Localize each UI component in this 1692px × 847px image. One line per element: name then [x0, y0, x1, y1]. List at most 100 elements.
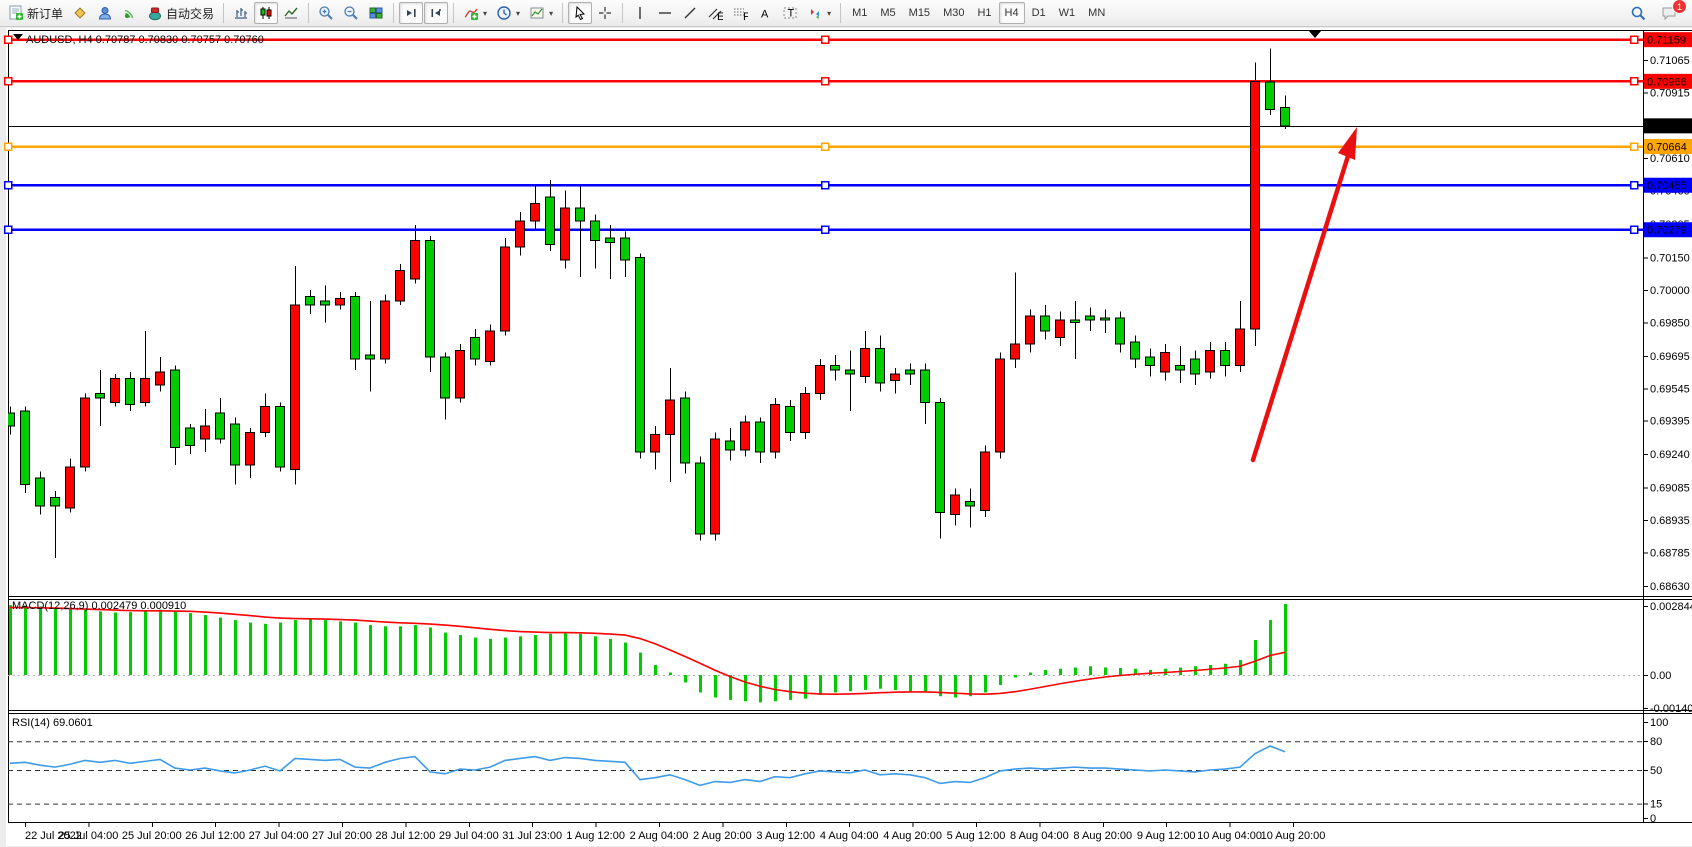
- vertical-line-button[interactable]: [628, 2, 652, 24]
- candle-body: [1100, 317, 1110, 321]
- timeframe-h4[interactable]: H4: [998, 2, 1025, 24]
- candle-body: [185, 427, 195, 447]
- line-handle[interactable]: [3, 142, 13, 151]
- time-tick-label: 29 Jul 04:00: [439, 830, 499, 842]
- line-handle[interactable]: [1629, 77, 1639, 86]
- text-button[interactable]: A: [753, 2, 777, 24]
- timeframe-m5[interactable]: M5: [874, 2, 901, 24]
- signal-button[interactable]: [118, 2, 142, 24]
- price-badge-label: 0.70760: [1647, 121, 1687, 133]
- chart-bars-button[interactable]: [229, 2, 253, 24]
- chart-line-button[interactable]: [279, 2, 303, 24]
- vertical-line-icon: [639, 7, 641, 19]
- timeframe-h1[interactable]: H1: [971, 2, 997, 24]
- time-tick-label: 27 Jul 20:00: [312, 830, 372, 842]
- line-handle[interactable]: [3, 225, 13, 234]
- line-handle[interactable]: [1629, 180, 1639, 190]
- line-handle[interactable]: [820, 142, 830, 151]
- notifications-button[interactable]: 1: [1657, 0, 1687, 24]
- line-handle[interactable]: [3, 77, 13, 86]
- chart-candles-button[interactable]: [254, 2, 279, 24]
- price-tick-label: 0.69085: [1650, 483, 1690, 495]
- search-button[interactable]: [1626, 2, 1651, 24]
- macd-signal-line: [10, 606, 1286, 696]
- line-handle[interactable]: [1629, 35, 1639, 44]
- candle-body: [890, 373, 900, 382]
- chart-line-icon: [284, 7, 298, 19]
- channel-button[interactable]: E: [703, 2, 727, 24]
- candle-body: [1250, 80, 1260, 330]
- line-handle[interactable]: [1629, 142, 1639, 151]
- time-tick-label: 25 Jul 20:00: [122, 830, 182, 842]
- candle-body: [80, 397, 90, 468]
- separator: [622, 3, 624, 23]
- profile-button[interactable]: [93, 2, 117, 24]
- time-tick-label: 4 Aug 04:00: [820, 830, 879, 842]
- trendline-button[interactable]: [678, 2, 702, 24]
- chart-canvas[interactable]: AUDUSD, H4 0.70787 0.70830 0.70757 0.707…: [0, 27, 1692, 847]
- line-handle[interactable]: [3, 35, 13, 44]
- timeframe-m30[interactable]: M30: [937, 2, 970, 24]
- line-handle[interactable]: [820, 35, 830, 44]
- indicators-button[interactable]: ▾: [459, 2, 491, 24]
- templates-icon: [530, 7, 544, 19]
- candle-body: [485, 330, 495, 362]
- candle-body: [830, 365, 840, 371]
- line-handle[interactable]: [820, 225, 830, 234]
- timeframe-m15[interactable]: M15: [903, 2, 936, 24]
- horizontal-line-button[interactable]: [653, 2, 677, 24]
- timeframe-w1[interactable]: W1: [1053, 2, 1082, 24]
- tile-windows-button[interactable]: [364, 2, 388, 24]
- macd-tick-label: 0.002844: [1650, 601, 1692, 613]
- periods-button[interactable]: ▾: [492, 2, 524, 24]
- gold-button[interactable]: [68, 2, 92, 24]
- line-handle[interactable]: [1629, 225, 1639, 234]
- templates-button[interactable]: ▾: [525, 2, 557, 24]
- arrows-button[interactable]: ▾: [803, 2, 835, 24]
- timeframe-mn[interactable]: MN: [1082, 2, 1111, 24]
- svg-text:F: F: [743, 11, 748, 21]
- crosshair-button[interactable]: [593, 2, 617, 24]
- channel-icon: E: [708, 8, 723, 21]
- line-handle[interactable]: [820, 77, 830, 86]
- separator: [393, 3, 395, 23]
- line-handle[interactable]: [820, 180, 830, 190]
- zoom-out-button[interactable]: [339, 2, 363, 24]
- separator: [453, 3, 455, 23]
- candle-body: [470, 337, 480, 360]
- chart-menu-arrow-icon[interactable]: [13, 34, 23, 40]
- auto-trading-button[interactable]: 自动交易: [143, 2, 218, 24]
- separator: [562, 3, 564, 23]
- time-tick-label: 5 Aug 12:00: [947, 830, 1006, 842]
- line-handle[interactable]: [3, 180, 13, 190]
- price-tick-label: 0.71065: [1650, 55, 1690, 67]
- price-badge: [1644, 222, 1692, 238]
- zoom-in-button[interactable]: [314, 2, 338, 24]
- auto-scroll-icon: [407, 9, 416, 17]
- fibonacci-button[interactable]: F: [728, 2, 752, 24]
- chart-shift-button[interactable]: [424, 2, 449, 24]
- candle-body: [1130, 341, 1140, 360]
- candle-body: [1175, 365, 1185, 371]
- candle-body: [755, 421, 765, 453]
- cursor-button[interactable]: [568, 2, 593, 24]
- trend-arrow[interactable]: [1250, 127, 1357, 463]
- candle-body: [245, 432, 255, 466]
- chart-shift-icon: [431, 9, 442, 17]
- rsi-tick-label: 100: [1650, 717, 1668, 729]
- text-label-button[interactable]: T: [778, 2, 802, 24]
- timeframe-d1[interactable]: D1: [1026, 2, 1052, 24]
- time-tick-label: 10 Aug 20:00: [1261, 830, 1326, 842]
- time-tick-label: 3 Aug 12:00: [756, 830, 815, 842]
- chart-bars-icon: [235, 8, 248, 19]
- price-tick-label: 0.69395: [1650, 416, 1690, 428]
- candle-body: [320, 300, 330, 306]
- timeframe-m1[interactable]: M1: [846, 2, 873, 24]
- candle-body: [905, 369, 915, 375]
- time-tick-label: 25 Jul 04:00: [58, 830, 118, 842]
- auto-scroll-button[interactable]: [399, 2, 424, 24]
- candle-body: [290, 304, 300, 470]
- dropdown-arrow-icon: ▾: [516, 8, 521, 18]
- new-order-button[interactable]: 新订单: [4, 2, 67, 24]
